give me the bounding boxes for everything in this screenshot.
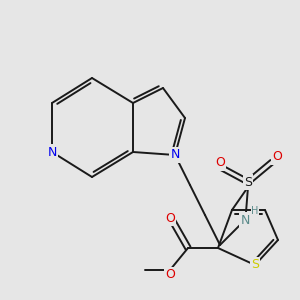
- Text: O: O: [215, 157, 225, 169]
- Text: O: O: [165, 268, 175, 281]
- Text: N: N: [170, 148, 180, 161]
- Text: N: N: [47, 146, 57, 158]
- Text: O: O: [165, 212, 175, 224]
- Text: O: O: [272, 151, 282, 164]
- Text: H: H: [251, 206, 259, 216]
- Text: S: S: [251, 259, 259, 272]
- Text: N: N: [240, 214, 250, 226]
- Text: S: S: [244, 176, 252, 188]
